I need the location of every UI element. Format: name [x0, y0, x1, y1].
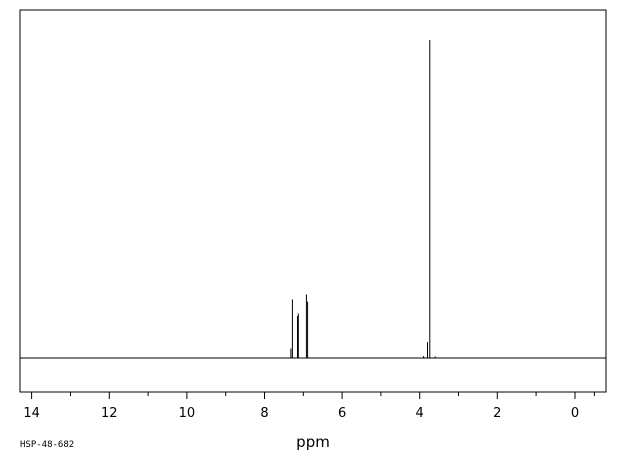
x-axis-label: ppm — [296, 433, 330, 451]
x-tick-label-3: 8 — [260, 406, 268, 421]
x-axis-tick-labels: 14 12 10 8 6 4 2 0 — [23, 406, 579, 421]
plot-frame — [19, 9, 607, 393]
x-tick-label-0: 14 — [23, 406, 40, 421]
spectrum-peaks — [290, 40, 436, 358]
x-axis-ticks — [31, 392, 595, 399]
x-tick-label-5: 4 — [416, 406, 424, 421]
x-tick-label-4: 6 — [338, 406, 346, 421]
x-tick-label-1: 12 — [101, 406, 118, 421]
x-tick-label-7: 0 — [571, 406, 579, 421]
x-tick-label-6: 2 — [493, 406, 501, 421]
spectrum-code: HSP-48-682 — [20, 440, 74, 450]
x-tick-label-2: 10 — [179, 406, 196, 421]
